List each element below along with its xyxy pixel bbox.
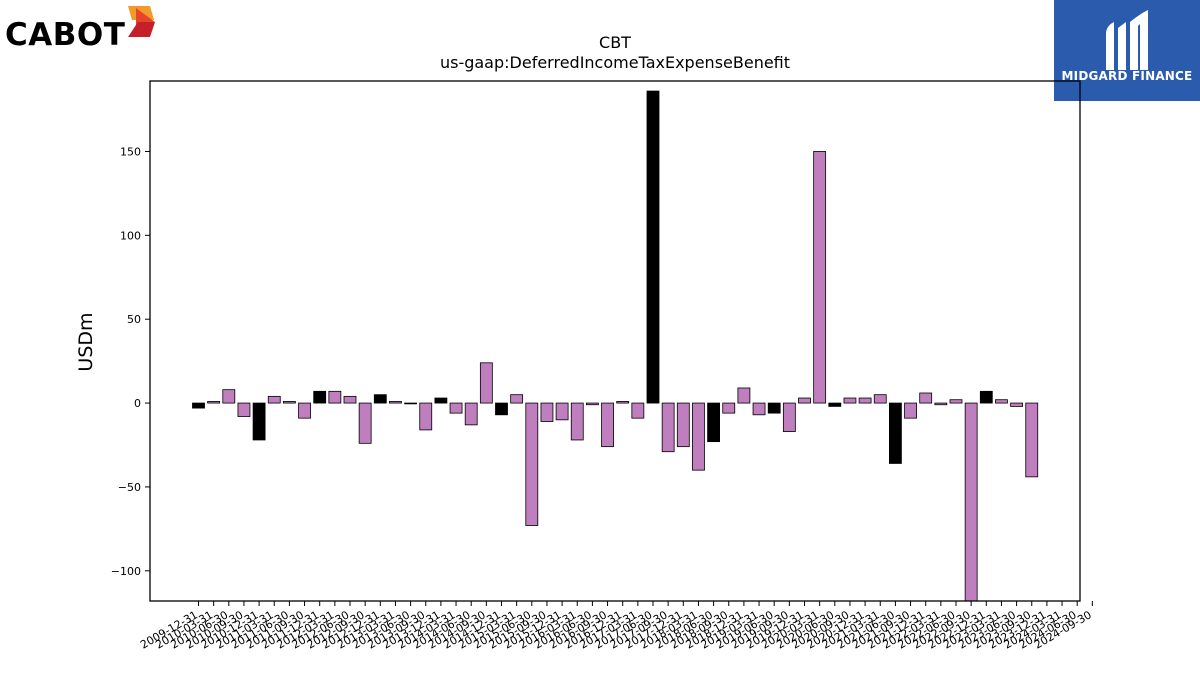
bar-2018-09-30 — [722, 402, 736, 414]
bar-2023-09-30 — [1025, 402, 1039, 478]
bar-2010-03-31 — [207, 400, 221, 404]
bar-2011-06-30 — [282, 400, 296, 404]
bar-2016-06-30 — [586, 402, 599, 406]
bar-2014-12-31 — [495, 402, 508, 416]
chart-subtitle: us-gaap:DeferredIncomeTaxExpenseBenefit — [440, 53, 790, 72]
bar-2023-03-31 — [995, 399, 1008, 404]
bar-2014-09-30 — [479, 362, 493, 404]
cabot-logo-text: CABOT — [5, 17, 125, 53]
bar-2013-12-31 — [434, 397, 448, 404]
chart-title: CBT — [599, 33, 631, 52]
bar-2018-03-31 — [692, 402, 705, 471]
bar-2022-06-30 — [949, 399, 963, 404]
bar-2010-12-31 — [252, 402, 266, 441]
bar-2014-06-30 — [464, 402, 478, 426]
midgard-finance-name: MIDGARD FINANCE — [1061, 69, 1193, 83]
bar-2022-03-31 — [934, 402, 948, 406]
y-tick-label: 100 — [120, 229, 141, 242]
bar-2015-12-31 — [555, 402, 569, 421]
bar-2012-12-31 — [373, 394, 387, 404]
midgard-emblem-icon — [1106, 10, 1148, 70]
bar-2010-06-30 — [222, 389, 236, 404]
bar-2009-12-31 — [192, 402, 205, 409]
bar-2012-06-30 — [343, 395, 357, 404]
bar-2019-03-31 — [752, 402, 766, 416]
bar-2017-03-31 — [631, 402, 645, 419]
bar-2020-03-31 — [813, 151, 827, 404]
cabot-logo: CABOT — [5, 6, 155, 53]
bar-2016-12-31 — [616, 400, 630, 404]
bar-2012-09-30 — [358, 402, 372, 444]
bar-2012-03-31 — [328, 390, 342, 404]
y-axis: −100 −50 0 50 100 150 — [111, 145, 150, 578]
bar-2010-09-30 — [237, 402, 251, 417]
bar-2015-03-31 — [510, 394, 524, 404]
y-tick-label: −50 — [118, 481, 141, 494]
bars-group — [192, 90, 1039, 602]
plot-frame — [149, 80, 1081, 602]
bar-2017-12-31 — [676, 402, 690, 448]
bar-2016-09-30 — [601, 402, 614, 448]
bar-2022-12-31 — [979, 390, 993, 404]
bar-2011-12-31 — [313, 390, 327, 404]
bar-2013-03-31 — [389, 400, 402, 404]
y-tick-label: 50 — [127, 313, 141, 326]
bar-2021-09-30 — [904, 402, 917, 419]
bar-2014-03-31 — [449, 402, 463, 414]
bar-2021-06-30 — [889, 402, 902, 464]
y-tick-label: 0 — [134, 397, 141, 410]
y-tick-label: −100 — [111, 565, 141, 578]
bar-2018-12-31 — [737, 387, 751, 404]
bar-2022-09-30 — [964, 402, 978, 602]
bar-2011-03-31 — [267, 395, 281, 404]
bar-2021-03-31 — [873, 394, 887, 404]
bar-2018-06-30 — [707, 402, 720, 443]
bar-2020-12-31 — [858, 397, 872, 404]
bar-2019-06-30 — [767, 402, 781, 414]
bar-2020-09-30 — [843, 397, 857, 404]
bar-2023-06-30 — [1010, 402, 1023, 407]
bar-2013-09-30 — [419, 402, 433, 431]
bar-2017-09-30 — [661, 402, 675, 453]
x-axis: 2009-12-312010-03-312010-06-302010-09-30… — [138, 601, 1094, 652]
midgard-finance-logo: MIDGARD FINANCE — [1054, 0, 1200, 101]
bar-2019-09-30 — [782, 402, 796, 432]
y-axis-label: USDm — [75, 312, 97, 371]
bar-2016-03-31 — [570, 402, 584, 441]
bar-2013-06-30 — [404, 402, 418, 405]
y-tick-label: 150 — [120, 145, 141, 158]
bar-2017-06-30 — [646, 90, 660, 404]
bar-2011-09-30 — [298, 402, 311, 419]
bar-2019-12-31 — [798, 397, 811, 404]
bar-2020-06-30 — [828, 402, 842, 407]
bar-2015-06-30 — [525, 402, 539, 526]
bar-2015-09-30 — [540, 402, 554, 422]
bar-2021-12-31 — [919, 392, 933, 404]
